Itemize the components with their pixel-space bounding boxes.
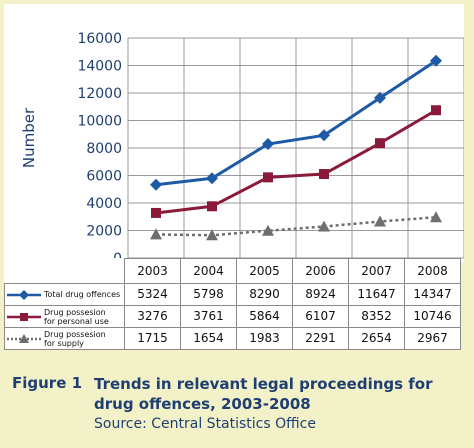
figure-label: Figure 1 bbox=[12, 374, 83, 392]
legend-label: Drug possesion for supply bbox=[44, 329, 106, 348]
data-label: 11647 bbox=[348, 283, 405, 306]
data-label: 3761 bbox=[180, 305, 237, 328]
series-line bbox=[155, 215, 437, 237]
y-axis-label: Number bbox=[20, 107, 38, 168]
data-label: 3276 bbox=[124, 305, 181, 328]
data-point-triangle bbox=[262, 224, 274, 236]
data-label: 14347 bbox=[404, 283, 461, 306]
series-line bbox=[155, 59, 437, 187]
data-point-diamond bbox=[430, 54, 442, 67]
data-point-diamond bbox=[374, 91, 386, 104]
data-label: 8924 bbox=[292, 283, 349, 306]
data-table: 2003 2004 2005 2006 2007 2008 Total drug offen… bbox=[4, 258, 461, 350]
data-point-square bbox=[319, 169, 329, 180]
data-label: 6107 bbox=[292, 305, 349, 328]
figure-title: Trends in relevant legal proceedings for… bbox=[94, 375, 433, 413]
y-tick-label: 4000 bbox=[86, 196, 122, 212]
data-label: 1983 bbox=[236, 327, 293, 350]
year-row: 2003 2004 2005 2006 2007 2008 bbox=[4, 258, 461, 284]
data-point-triangle bbox=[430, 211, 442, 223]
legend-label: Drug possesion for personal use bbox=[44, 307, 109, 326]
x-tick-label: 2008 bbox=[404, 258, 461, 284]
legend-entry: Total drug offences bbox=[4, 283, 125, 306]
data-point-triangle bbox=[150, 228, 162, 240]
data-label: 5864 bbox=[236, 305, 293, 328]
legend-swatch bbox=[7, 289, 41, 300]
data-label: 1654 bbox=[180, 327, 237, 350]
data-point-triangle bbox=[374, 215, 386, 227]
y-tick-label: 12000 bbox=[77, 86, 122, 102]
data-label: 10746 bbox=[404, 305, 461, 328]
y-tick-label: 10000 bbox=[77, 114, 122, 130]
y-tick-label: 8000 bbox=[86, 141, 122, 157]
x-tick-label: 2003 bbox=[124, 258, 181, 284]
data-point-diamond bbox=[206, 172, 218, 185]
data-point-square bbox=[431, 105, 441, 116]
data-label: 2654 bbox=[348, 327, 405, 350]
y-tick-label: 6000 bbox=[86, 169, 122, 185]
legend-label: Total drug offences bbox=[44, 290, 121, 299]
legend-entry: Drug possesion for personal use bbox=[4, 305, 125, 328]
data-point-square bbox=[263, 172, 273, 183]
data-label: 2291 bbox=[292, 327, 349, 350]
x-tick-label: 2007 bbox=[348, 258, 405, 284]
data-point-square bbox=[151, 207, 161, 218]
data-label: 1715 bbox=[124, 327, 181, 350]
x-tick-label: 2004 bbox=[180, 258, 237, 284]
data-label: 8352 bbox=[348, 305, 405, 328]
data-label: 5324 bbox=[124, 283, 181, 306]
legend-swatch bbox=[7, 312, 41, 322]
data-point-square bbox=[375, 138, 385, 149]
y-tick-label: 14000 bbox=[77, 59, 122, 75]
data-label: 8290 bbox=[236, 283, 293, 306]
y-tick-label: 16000 bbox=[77, 31, 122, 47]
data-label: 5798 bbox=[180, 283, 237, 306]
series-line bbox=[155, 108, 437, 215]
data-point-diamond bbox=[318, 129, 330, 142]
line-chart: 0 2000 4000 6000 8000 10000 12000 14000 16000 Num… bbox=[20, 31, 464, 262]
legend-entry: Drug possesion for supply bbox=[4, 327, 125, 350]
x-tick-label: 2005 bbox=[236, 258, 293, 284]
y-tick-label: 2000 bbox=[86, 224, 122, 240]
chart-area: 0 2000 4000 6000 8000 10000 12000 14000 16000 Num… bbox=[4, 4, 464, 262]
x-tick-label: 2006 bbox=[292, 258, 349, 284]
table-corner bbox=[4, 258, 125, 284]
y-tick-label: 0 bbox=[113, 251, 122, 262]
data-point-diamond bbox=[262, 138, 274, 151]
legend-swatch bbox=[7, 333, 41, 344]
data-point-triangle bbox=[318, 220, 330, 232]
data-point-triangle bbox=[206, 229, 218, 241]
figure-source: Source: Central Statistics Office bbox=[94, 416, 316, 432]
table-row: Drug possesion for personal use 3276 3761 58… bbox=[4, 305, 461, 328]
data-point-square bbox=[207, 201, 217, 212]
data-point-diamond bbox=[150, 178, 162, 191]
data-label: 2967 bbox=[404, 327, 461, 350]
table-row: Drug possesion for supply 1715 1654 1983 2291… bbox=[4, 327, 461, 350]
table-row: Total drug offences 5324 5798 8290 8924 11647… bbox=[4, 283, 461, 306]
